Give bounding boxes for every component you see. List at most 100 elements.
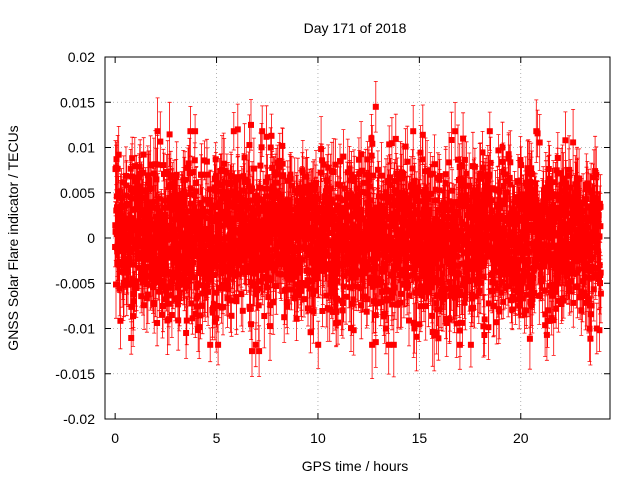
data-point [426,243,433,250]
data-point [358,239,365,246]
data-point [588,263,595,270]
data-point [171,243,178,249]
data-point [285,202,292,209]
data-point [270,224,277,231]
data-point [353,185,360,192]
data-point [508,297,515,304]
data-point [271,206,278,213]
data-point [438,239,445,246]
data-point [597,280,603,287]
data-point [185,164,191,171]
data-point [175,264,182,271]
data-point [319,308,326,314]
data-point [364,218,371,225]
data-point [253,193,260,200]
data-point [439,282,446,288]
data-point [363,190,370,197]
data-point [513,276,519,283]
data-point [306,285,313,292]
data-point [419,156,426,163]
data-point [527,184,533,190]
data-point [442,171,449,178]
data-point [191,192,198,199]
data-point [135,198,141,204]
data-point [565,280,572,287]
data-point [249,185,256,192]
data-point [438,277,445,284]
data-point [523,231,530,238]
data-point [176,260,183,267]
data-point [154,128,161,135]
data-point [458,260,465,267]
data-point [349,229,356,236]
data-point [122,225,129,232]
data-point [207,341,214,348]
data-point [303,173,310,180]
data-point [128,215,135,222]
data-point [515,217,522,224]
data-point [294,189,301,196]
data-point [554,170,561,177]
data-point [133,285,140,291]
data-point [359,230,365,237]
data-point [118,219,125,226]
data-point [454,285,461,292]
data-point [530,227,537,234]
data-point [452,128,459,135]
data-series [112,81,604,379]
data-point [179,234,186,241]
data-point [353,236,360,243]
data-point [325,164,332,171]
data-point [176,254,182,260]
data-point [383,233,390,240]
data-point [522,235,529,242]
data-point [217,200,224,207]
data-point [257,184,264,191]
data-point [562,254,569,260]
data-point [223,169,230,176]
data-point [446,159,453,166]
data-point [277,214,284,221]
data-point [577,212,584,219]
data-point [312,276,319,282]
data-point [353,193,360,200]
data-point [558,301,565,307]
data-point [560,219,567,225]
data-point [595,249,602,256]
data-point [215,235,222,242]
data-point [464,273,471,280]
data-point [461,221,468,228]
data-point [588,189,595,196]
data-point [191,157,198,164]
data-point [421,284,427,291]
data-point [238,207,245,213]
data-point [385,177,392,184]
data-point [205,242,212,249]
data-point [264,262,271,269]
data-point [428,236,434,243]
data-point [589,254,596,261]
data-point [520,229,527,235]
data-point [550,317,557,324]
data-point [182,212,189,219]
data-point [422,261,428,268]
data-point [186,170,193,177]
data-point [333,267,340,274]
data-point [257,226,263,233]
data-point [141,215,148,222]
data-point [500,271,507,278]
data-point [211,202,218,209]
data-point [549,191,556,198]
data-point [388,140,395,147]
data-point [431,161,438,168]
data-point [418,242,425,249]
data-point [114,165,121,172]
data-point [149,269,156,276]
y-tick-label: -0.005 [55,275,95,291]
data-point [381,310,388,317]
data-point [389,210,396,217]
data-point [574,283,581,290]
data-point [410,319,417,326]
data-point [516,292,523,299]
data-point [348,191,355,198]
